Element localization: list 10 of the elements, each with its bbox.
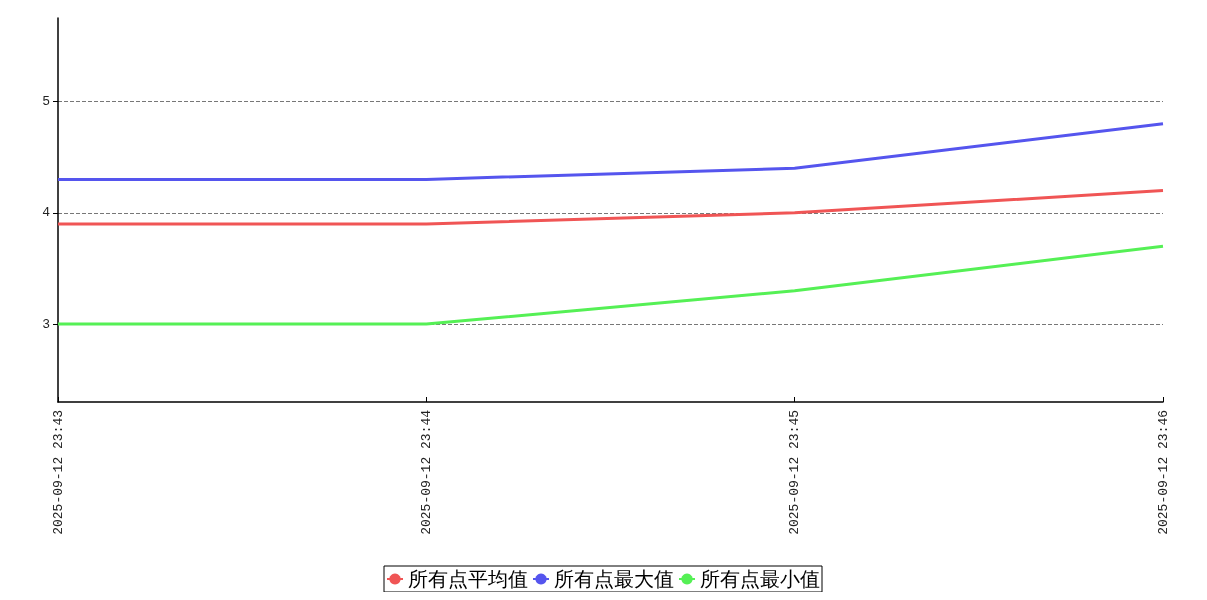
legend-label: 所有点最小值: [700, 567, 820, 591]
legend-label: 所有点平均值: [408, 567, 528, 591]
x-tick-label: 2025-09-12 23:45: [787, 410, 803, 535]
x-tick-label: 2025-09-12 23:44: [418, 409, 434, 535]
legend-label: 所有点最大值: [554, 567, 674, 591]
y-tick-label: 3: [42, 316, 50, 332]
x-tick-label: 2025-09-12 23:46: [1155, 410, 1171, 535]
x-tick-label: 2025-09-12 23:43: [50, 410, 66, 535]
y-tick-label: 4: [42, 205, 51, 221]
y-tick-label: 5: [42, 93, 50, 109]
